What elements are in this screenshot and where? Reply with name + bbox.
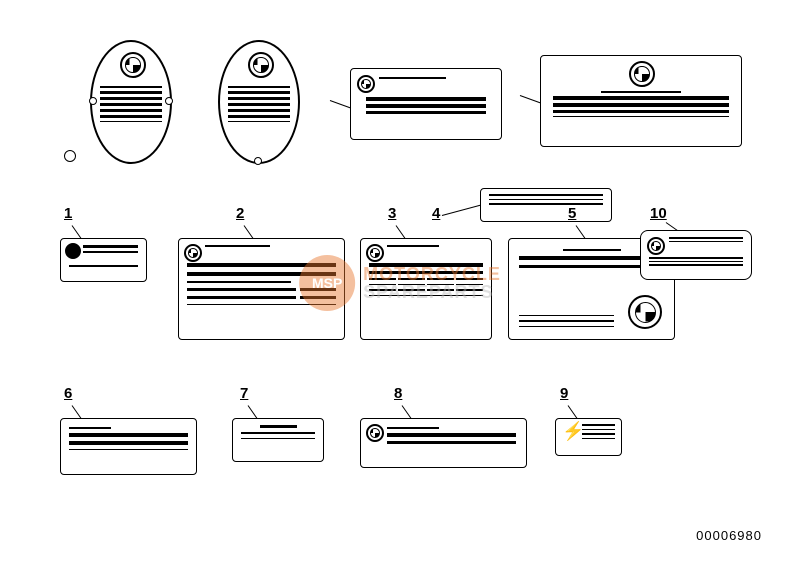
text-lines xyxy=(366,97,486,114)
plate-2 xyxy=(178,238,345,340)
screw-icon xyxy=(64,150,76,162)
callout-2: 2 xyxy=(236,205,244,222)
text-lines xyxy=(228,86,290,122)
bmw-logo-icon xyxy=(628,295,662,329)
plate-10 xyxy=(640,230,752,280)
callout-9: 9 xyxy=(560,385,568,402)
plate-9: ⚡ xyxy=(555,418,622,456)
callout-5: 5 xyxy=(568,205,576,222)
diagram-canvas: 1 2 3 xyxy=(0,0,800,565)
callout-4: 4 xyxy=(432,205,440,222)
text-lines xyxy=(489,194,603,205)
plate-4 xyxy=(480,188,612,222)
bmw-logo-icon xyxy=(184,244,202,262)
plate-6 xyxy=(60,418,197,475)
bmw-logo-icon xyxy=(65,243,81,259)
plate-oval-left xyxy=(90,40,172,164)
text-lines xyxy=(187,263,336,305)
part-number: 00006980 xyxy=(696,528,762,543)
callout-10: 10 xyxy=(650,205,667,222)
bmw-logo-icon xyxy=(120,52,146,78)
text-lines xyxy=(379,77,491,79)
rivet-icon xyxy=(254,157,262,165)
text-lines xyxy=(69,427,188,450)
callout-1: 1 xyxy=(64,205,72,222)
text-lines xyxy=(369,263,483,296)
leader-line xyxy=(330,100,351,108)
plate-top-4 xyxy=(540,55,742,147)
text-lines xyxy=(582,424,615,439)
callout-6: 6 xyxy=(64,385,72,402)
callout-3: 3 xyxy=(388,205,396,222)
bmw-logo-icon xyxy=(357,75,375,93)
text-lines xyxy=(387,245,481,247)
bmw-logo-icon xyxy=(629,61,655,87)
bmw-logo-icon xyxy=(366,424,384,442)
bmw-logo-icon xyxy=(366,244,384,262)
text-lines xyxy=(69,265,138,267)
plate-1 xyxy=(60,238,147,282)
text-lines xyxy=(649,257,743,266)
text-lines xyxy=(519,315,614,328)
text-lines xyxy=(669,237,743,242)
rivet-icon xyxy=(89,97,97,105)
callout-7: 7 xyxy=(240,385,248,402)
text-lines xyxy=(100,86,162,122)
text-lines xyxy=(83,245,138,253)
plate-top-3 xyxy=(350,68,502,140)
rivet-icon xyxy=(165,97,173,105)
leader-line xyxy=(442,205,481,216)
plate-oval-right xyxy=(218,40,300,164)
plate-3 xyxy=(360,238,492,340)
plate-7 xyxy=(232,418,324,462)
bmw-logo-icon xyxy=(647,237,665,255)
text-lines xyxy=(241,425,315,439)
leader-line xyxy=(520,95,541,103)
text-lines xyxy=(387,427,516,444)
callout-8: 8 xyxy=(394,385,402,402)
text-lines xyxy=(553,91,729,117)
bmw-logo-icon xyxy=(248,52,274,78)
plate-8 xyxy=(360,418,527,468)
text-lines xyxy=(205,245,334,247)
